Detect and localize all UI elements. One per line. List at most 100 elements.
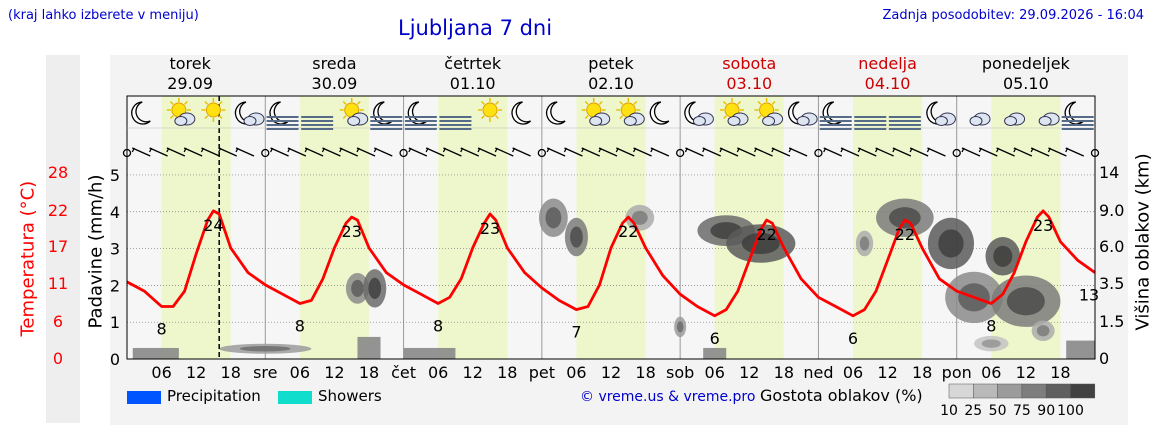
sun-ray — [757, 115, 762, 120]
wind-barb-tick — [425, 147, 429, 153]
x-day-tick-label: pon — [942, 363, 972, 382]
credit-link[interactable]: © vreme.us & vreme.pro — [580, 389, 756, 405]
calm-wind-icon — [122, 148, 132, 158]
density-swatch — [973, 383, 998, 399]
wind-barb-icon — [512, 147, 531, 157]
sun-ray — [169, 100, 174, 105]
sun-icon — [478, 98, 502, 122]
density-level-label: 100 — [1057, 403, 1084, 419]
wind-barb-tick — [857, 147, 861, 153]
density-swatch — [1070, 383, 1096, 399]
sun-cloud-icon — [720, 98, 749, 126]
wind-barb-icon — [322, 147, 341, 157]
wind-barb-icon — [961, 147, 981, 157]
x-tick-label: 18 — [221, 363, 241, 382]
wind-barb-icon — [564, 147, 583, 157]
wind-barb-icon — [408, 147, 428, 157]
cloud-density-core — [239, 345, 291, 352]
wind-barb-tick — [978, 147, 982, 153]
wind-barb-icon — [875, 147, 894, 157]
wind-barb-tick — [1065, 147, 1069, 153]
x-tick-label: 12 — [877, 363, 897, 382]
precip-bar — [1066, 340, 1095, 359]
x-tick-label: 18 — [774, 363, 794, 382]
cloud-height-tick-label: 3.5 — [1099, 274, 1124, 293]
temperature-tick-label: 11 — [48, 274, 68, 293]
wind-barb-icon — [892, 147, 912, 157]
moon-icon — [545, 101, 566, 125]
cloud-density-core — [676, 321, 684, 333]
wind-barb-icon — [443, 147, 462, 157]
wind-barb-tick — [304, 147, 308, 153]
precip-tick-label: 0 — [110, 350, 120, 369]
sun-ray — [218, 115, 223, 120]
wind-barb-icon — [650, 147, 670, 157]
x-day-tick-label: sob — [666, 363, 694, 382]
wind-barb-icon — [858, 147, 877, 157]
cloud-density-core — [351, 279, 364, 297]
wind-barb-tick — [615, 147, 619, 153]
precip-bar — [703, 347, 727, 359]
density-level-label: 25 — [964, 403, 982, 419]
wind-barb-icon — [201, 147, 220, 157]
wind-barb-tick — [771, 147, 775, 153]
sun-ray — [183, 100, 188, 105]
cloud-density-core — [993, 245, 1013, 267]
sun-ray — [218, 100, 223, 105]
day-date: 02.10 — [588, 74, 634, 93]
plot-frame — [126, 95, 1096, 360]
wind-barb-tick — [684, 147, 689, 153]
sun-ray — [619, 100, 624, 105]
x-tick-label: 12 — [601, 363, 621, 382]
temperature-data-label: 23 — [342, 222, 362, 241]
density-swatch — [948, 383, 974, 399]
wind-barb-icon — [788, 147, 808, 157]
sun-ray — [584, 115, 589, 120]
density-swatch — [997, 383, 1023, 399]
temperature-tick-label: 6 — [53, 312, 63, 331]
temperature-data-label: 8 — [295, 316, 305, 335]
sun-ray — [204, 115, 209, 120]
x-day-tick-label: pet — [529, 363, 555, 382]
day-name: petek — [588, 54, 634, 73]
x-tick-label: 06 — [151, 363, 171, 382]
wind-barb-tick — [131, 147, 135, 153]
day-date: 01.10 — [450, 74, 496, 93]
wind-barb-tick — [961, 147, 965, 153]
wind-barb-tick — [598, 147, 602, 153]
wind-barb-icon — [546, 147, 566, 157]
wind-barb-icon — [1048, 147, 1067, 157]
wind-barb-icon — [685, 147, 704, 157]
temperature-data-label: 6 — [710, 329, 720, 348]
region-note[interactable]: (kraj lahko izberete v meniju) — [8, 8, 199, 23]
wind-barb-tick — [1013, 147, 1017, 153]
x-tick-label: 12 — [739, 363, 759, 382]
wind-barb-tick — [408, 147, 412, 153]
sun-ray — [495, 100, 500, 105]
wind-barb-tick — [874, 147, 879, 153]
x-tick-label: 18 — [359, 363, 379, 382]
calm-wind-icon — [675, 148, 685, 158]
sun-ray — [619, 115, 624, 120]
x-tick-label: 12 — [463, 363, 483, 382]
moon-shape — [511, 101, 532, 125]
sun-ray — [737, 100, 742, 105]
precipitation-swatch — [127, 391, 161, 404]
cloud-height-tick-label: 0 — [1099, 349, 1109, 368]
wind-barb-tick — [581, 147, 585, 153]
cloud-shape — [727, 116, 741, 126]
precip-bar — [132, 347, 179, 359]
wind-barb-tick — [235, 147, 239, 153]
moon-fog-icon — [370, 101, 403, 130]
x-tick-label: 12 — [324, 363, 344, 382]
wind-barb-icon — [1030, 147, 1050, 157]
calm-wind-icon — [814, 148, 823, 158]
wind-barb-tick — [373, 147, 377, 153]
cloud-shape — [174, 116, 188, 126]
density-level-label: 90 — [1037, 403, 1055, 419]
temperature-data-label: 8 — [433, 316, 443, 335]
cloud-density-core — [1006, 287, 1045, 316]
wind-barb-icon — [719, 147, 739, 157]
moon-shape — [131, 101, 151, 125]
cloud-density-core — [545, 207, 562, 229]
